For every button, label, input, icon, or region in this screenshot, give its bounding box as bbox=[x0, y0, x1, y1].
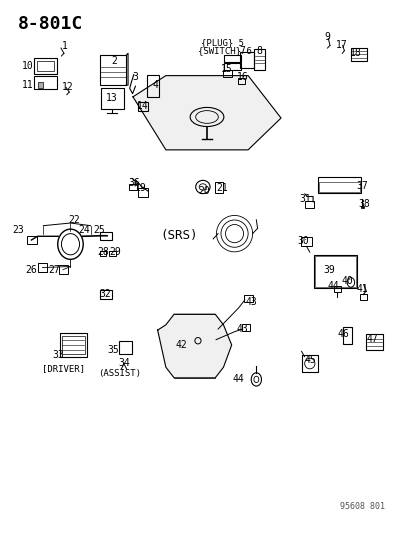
Bar bbox=[301, 237, 311, 246]
Bar bbox=[58, 265, 67, 274]
Bar bbox=[100, 55, 126, 85]
Bar bbox=[224, 55, 240, 62]
Text: 31: 31 bbox=[298, 193, 310, 204]
Text: {SWITCH} 6: {SWITCH} 6 bbox=[197, 46, 251, 55]
Bar bbox=[239, 52, 254, 68]
Text: 18: 18 bbox=[349, 49, 361, 58]
Text: 95608 801: 95608 801 bbox=[339, 502, 384, 511]
Text: 16: 16 bbox=[237, 72, 249, 82]
Bar bbox=[101, 88, 123, 109]
Text: 3: 3 bbox=[132, 71, 138, 82]
Text: 27: 27 bbox=[48, 265, 60, 275]
Text: 40: 40 bbox=[341, 276, 353, 286]
Bar bbox=[238, 78, 244, 84]
Bar bbox=[317, 177, 360, 193]
Text: 39: 39 bbox=[323, 265, 335, 275]
Bar bbox=[138, 102, 147, 111]
Text: 19: 19 bbox=[134, 183, 146, 193]
Bar bbox=[100, 231, 112, 240]
Text: 23: 23 bbox=[13, 225, 24, 236]
Text: (SRS): (SRS) bbox=[160, 229, 197, 242]
Text: 20: 20 bbox=[197, 186, 209, 196]
Text: 21: 21 bbox=[216, 183, 228, 193]
Text: 44: 44 bbox=[327, 281, 338, 291]
Bar bbox=[38, 263, 47, 272]
Text: 38: 38 bbox=[357, 199, 369, 209]
Text: 14: 14 bbox=[136, 101, 148, 111]
Bar bbox=[27, 236, 37, 244]
Text: 43: 43 bbox=[236, 324, 248, 334]
Text: 7: 7 bbox=[239, 46, 245, 56]
Bar bbox=[146, 75, 159, 98]
Bar bbox=[360, 206, 363, 208]
Text: 13: 13 bbox=[105, 93, 117, 103]
Text: 35: 35 bbox=[107, 345, 119, 355]
Text: 8-801C: 8-801C bbox=[18, 14, 83, 33]
Text: 15: 15 bbox=[220, 64, 232, 74]
Text: 25: 25 bbox=[93, 225, 104, 236]
Text: 26: 26 bbox=[25, 265, 37, 275]
Text: 33: 33 bbox=[52, 350, 64, 360]
Polygon shape bbox=[133, 76, 280, 150]
Bar bbox=[34, 58, 57, 74]
Bar bbox=[129, 184, 136, 190]
Bar bbox=[241, 324, 249, 330]
Bar bbox=[138, 188, 147, 197]
Text: 37: 37 bbox=[356, 181, 368, 191]
Text: 1: 1 bbox=[62, 42, 68, 52]
Text: 28: 28 bbox=[97, 247, 109, 257]
Bar bbox=[34, 76, 57, 89]
Bar bbox=[304, 201, 313, 208]
Bar bbox=[314, 256, 356, 287]
Bar bbox=[223, 70, 231, 77]
Bar bbox=[224, 63, 240, 70]
Text: 12: 12 bbox=[62, 82, 74, 92]
Text: 44: 44 bbox=[232, 374, 244, 384]
Text: 24: 24 bbox=[78, 225, 90, 236]
Bar bbox=[119, 341, 132, 354]
Text: 36: 36 bbox=[128, 177, 140, 188]
Text: 22: 22 bbox=[69, 215, 80, 225]
Text: 11: 11 bbox=[22, 79, 34, 90]
Text: [DRIVER]: [DRIVER] bbox=[42, 364, 85, 373]
Text: 29: 29 bbox=[109, 247, 121, 257]
Bar bbox=[301, 355, 317, 372]
Text: 32: 32 bbox=[99, 289, 111, 299]
Text: 17: 17 bbox=[335, 41, 347, 51]
Text: {PLUG} 5: {PLUG} 5 bbox=[200, 38, 243, 47]
Bar bbox=[318, 182, 359, 192]
Bar bbox=[60, 333, 86, 357]
Bar bbox=[109, 251, 115, 256]
Text: 9: 9 bbox=[324, 33, 330, 43]
Text: 4: 4 bbox=[152, 80, 158, 90]
Text: 10: 10 bbox=[22, 61, 34, 71]
Bar bbox=[215, 182, 223, 193]
Text: 2: 2 bbox=[111, 56, 117, 66]
Bar bbox=[62, 336, 84, 354]
Polygon shape bbox=[157, 314, 231, 378]
Bar bbox=[359, 294, 366, 301]
Bar bbox=[313, 255, 356, 288]
Text: 47: 47 bbox=[366, 334, 377, 344]
Text: 45: 45 bbox=[304, 356, 316, 365]
Text: 34: 34 bbox=[118, 358, 130, 368]
Text: 8: 8 bbox=[256, 46, 262, 56]
Bar bbox=[254, 49, 264, 70]
Bar bbox=[37, 61, 54, 71]
Text: 43: 43 bbox=[244, 297, 256, 307]
Text: 30: 30 bbox=[296, 236, 308, 246]
Text: 46: 46 bbox=[337, 329, 349, 339]
Bar bbox=[100, 251, 106, 256]
Bar bbox=[100, 290, 112, 300]
Bar bbox=[342, 327, 351, 344]
Bar bbox=[350, 48, 366, 61]
Bar bbox=[333, 286, 340, 293]
Bar bbox=[243, 295, 252, 302]
Text: (ASSIST): (ASSIST) bbox=[97, 369, 140, 378]
Text: 42: 42 bbox=[175, 340, 187, 350]
Bar bbox=[38, 82, 43, 88]
Text: 41: 41 bbox=[356, 284, 368, 294]
Bar bbox=[365, 334, 382, 350]
